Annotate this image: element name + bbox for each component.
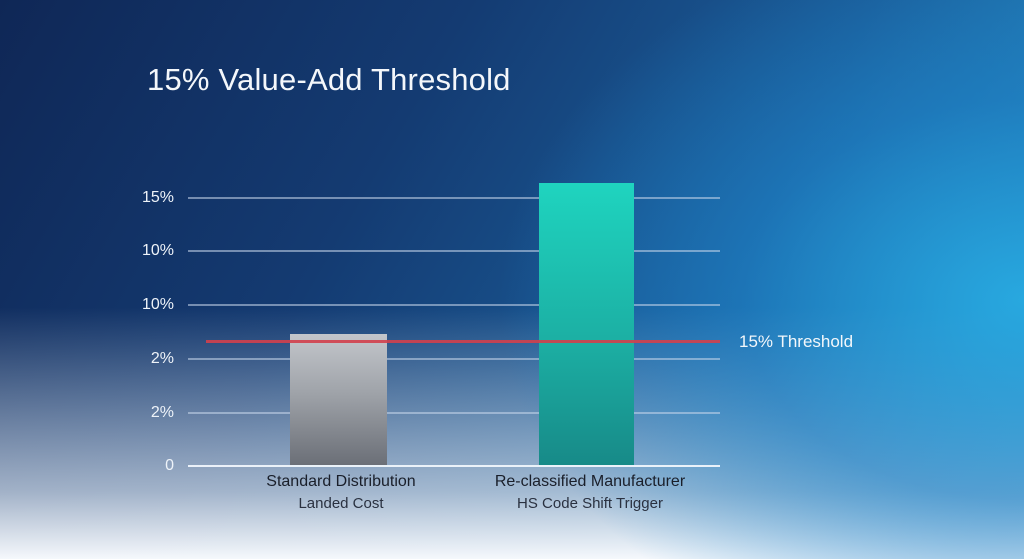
category-name: Standard Distribution <box>266 473 416 490</box>
category-sublabel: Landed Cost <box>298 495 384 512</box>
x-category-label: Standard Distribution Landed Cost <box>211 473 471 512</box>
gridline <box>188 412 720 414</box>
threshold-line <box>206 340 720 343</box>
gridline <box>188 250 720 252</box>
y-tick-label: 2% <box>150 404 174 421</box>
bar-standard-distribution <box>290 334 387 465</box>
category-name: Re-classified Manufacturer <box>494 473 686 490</box>
gridline <box>188 358 720 360</box>
category-sublabel: HS Code Shift Trigger <box>517 495 663 512</box>
chart-title: 15% Value-Add Threshold <box>147 62 511 97</box>
y-tick-label: 10% <box>141 242 174 259</box>
y-tick-label: 10% <box>141 296 174 313</box>
y-tick-label: 0 <box>165 457 174 474</box>
x-axis-baseline <box>188 465 720 467</box>
gridline <box>188 197 720 199</box>
y-tick-label: 15% <box>141 189 174 206</box>
bar-reclassified-manufacturer <box>539 183 634 465</box>
threshold-label: 15% Threshold <box>739 332 854 351</box>
x-category-label: Re-classified Manufacturer HS Code Shift… <box>460 473 720 512</box>
gridline <box>188 304 720 306</box>
y-tick-label: 2% <box>150 350 174 367</box>
